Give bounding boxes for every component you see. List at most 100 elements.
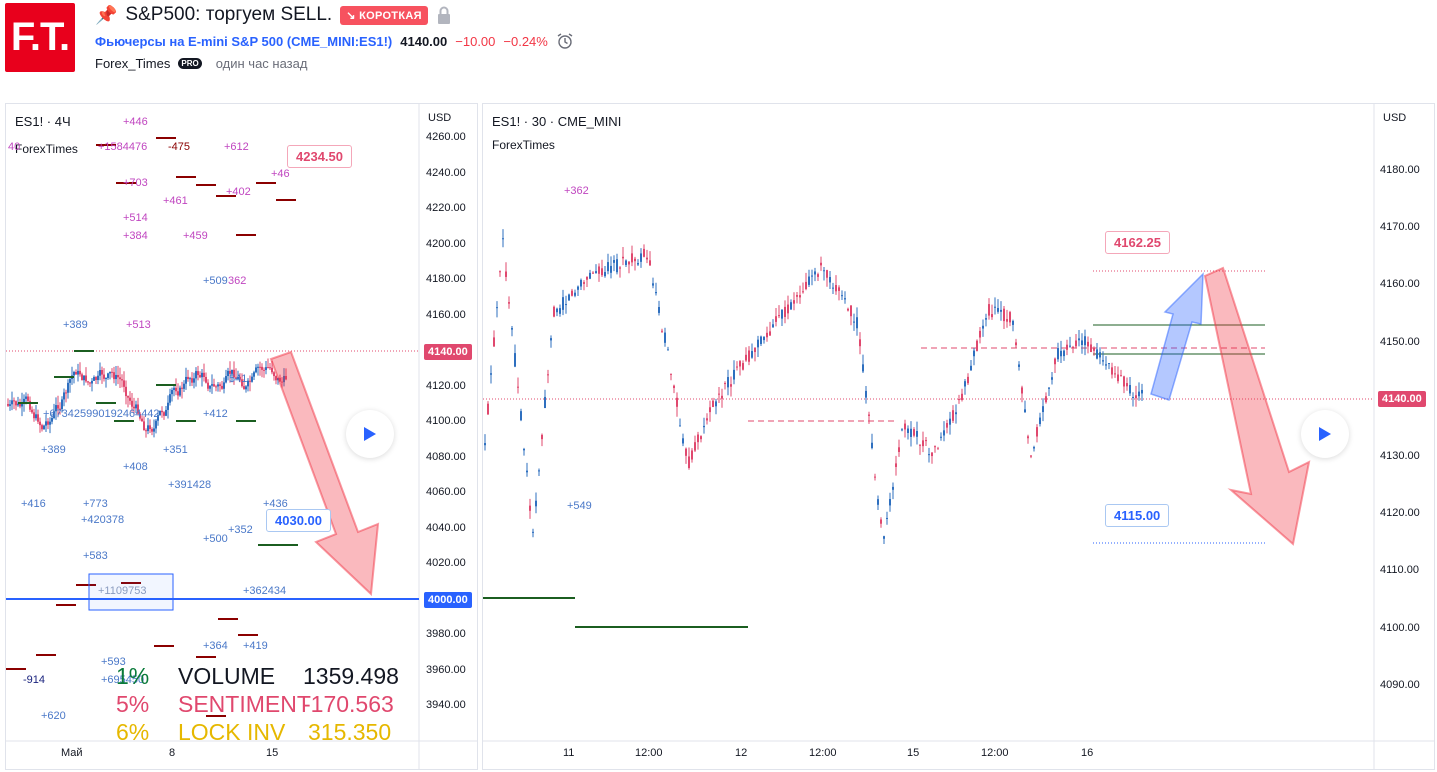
brand-logo[interactable]: F.T. xyxy=(5,3,75,72)
right-candle-body xyxy=(724,383,726,385)
left-annotation: +593 xyxy=(101,656,126,668)
left-candle-body xyxy=(165,409,167,416)
right-candle-body xyxy=(883,536,885,539)
right-candle-body xyxy=(712,400,714,407)
left-candle-body xyxy=(85,375,87,382)
right-chart-canvas[interactable] xyxy=(483,104,1434,769)
left-price-tick: 4260.00 xyxy=(426,131,466,143)
right-candle-body xyxy=(955,412,957,415)
right-candle-body xyxy=(982,325,984,329)
left-callout-low[interactable]: 4030.00 xyxy=(266,509,331,532)
right-candle-body xyxy=(1096,349,1098,359)
left-chart-panel[interactable]: ES1! · 4Ч ForexTimes USD 4260.00 4240.00 4… xyxy=(5,103,478,770)
right-candle-body xyxy=(676,397,678,407)
right-candle-body xyxy=(769,331,771,336)
right-candle-body xyxy=(1069,345,1071,347)
left-chart-canvas[interactable] xyxy=(6,104,477,769)
left-candle-body xyxy=(209,385,211,389)
right-candle-body xyxy=(493,337,495,347)
right-candle-body xyxy=(682,438,684,444)
left-candle-body xyxy=(221,385,223,389)
left-candle-body xyxy=(43,425,45,430)
right-candle-body xyxy=(700,436,702,440)
right-candle-body xyxy=(661,330,663,332)
left-candle-body xyxy=(37,414,39,422)
right-candle-body xyxy=(559,308,561,314)
right-candle-body xyxy=(997,308,999,312)
right-candle-body xyxy=(841,295,843,297)
left-candle-body xyxy=(245,386,247,390)
pin-icon: 📌 xyxy=(95,5,118,25)
left-candle-body xyxy=(35,414,37,419)
left-candle-body xyxy=(99,370,101,376)
left-candle-body xyxy=(13,400,15,402)
pro-badge: PRO xyxy=(178,58,202,69)
left-candle-body xyxy=(233,369,235,378)
right-candle-body xyxy=(670,373,672,375)
right-candle-body xyxy=(754,347,756,353)
symbol-link[interactable]: Фьючерсы на E-mini S&P 500 (CME_MINI:ES1… xyxy=(95,33,393,49)
right-candle-body xyxy=(796,295,798,297)
right-candle-body xyxy=(964,381,966,387)
right-candle-body xyxy=(763,336,765,341)
left-price-tick: 4220.00 xyxy=(426,202,466,214)
right-candle-body xyxy=(673,385,675,389)
left-candle-body xyxy=(15,401,17,406)
right-candle-body xyxy=(1057,348,1059,360)
right-callout-low[interactable]: 4115.00 xyxy=(1105,504,1170,527)
right-candle-body xyxy=(565,304,567,306)
left-candle-body xyxy=(105,378,107,380)
right-candle-body xyxy=(805,281,807,290)
right-time-tick: 12:00 xyxy=(981,747,1009,759)
left-annotation: +500 xyxy=(203,533,228,545)
left-candle-body xyxy=(275,376,277,381)
left-candle-body xyxy=(157,415,159,421)
left-candle-body xyxy=(61,399,63,410)
right-candle-body xyxy=(589,272,591,279)
left-candle-body xyxy=(161,410,163,413)
left-annotation: 541 xyxy=(229,373,248,385)
right-candle-body xyxy=(943,430,945,436)
left-candle-body xyxy=(45,421,47,426)
alarm-clock-icon[interactable] xyxy=(556,32,574,50)
right-candle-body xyxy=(856,317,858,329)
right-candle-body xyxy=(868,414,870,416)
left-price-tick: 3980.00 xyxy=(426,628,466,640)
right-candle-body xyxy=(886,517,888,519)
author-name[interactable]: Forex_Times xyxy=(95,56,171,71)
left-price-tick: 4160.00 xyxy=(426,308,466,321)
right-candle-body xyxy=(853,321,855,323)
right-candle-body xyxy=(820,262,822,266)
left-play-button[interactable] xyxy=(346,410,394,458)
right-candle-body xyxy=(1006,319,1008,322)
right-candle-body xyxy=(958,399,960,401)
right-candle-body xyxy=(1048,387,1050,389)
right-candle-body xyxy=(757,339,759,348)
left-price-tick: 3960.00 xyxy=(426,663,466,676)
right-candle-body xyxy=(772,324,774,328)
right-play-button[interactable] xyxy=(1301,410,1349,458)
left-annotation: +420378 xyxy=(81,514,125,526)
left-candle-body xyxy=(117,374,119,378)
right-candle-body xyxy=(802,291,804,293)
right-candle-body xyxy=(640,253,642,262)
right-callout-high[interactable]: 4162.25 xyxy=(1105,231,1170,254)
left-callout-high[interactable]: 4234.50 xyxy=(287,145,352,168)
right-candle-body xyxy=(742,363,744,370)
right-candle-body xyxy=(928,454,930,456)
left-candle-body xyxy=(111,371,113,373)
right-price-tick: 4160.00 xyxy=(1380,278,1420,291)
right-candle-body xyxy=(949,418,951,425)
right-candle-body xyxy=(502,238,504,240)
right-candle-body xyxy=(766,332,768,338)
left-annotation: +384 xyxy=(123,230,148,242)
right-annotation: +362 xyxy=(564,185,589,197)
left-currency-label: USD xyxy=(428,112,452,124)
left-candle-body xyxy=(265,367,267,370)
right-chart-panel[interactable]: ES1! · 30 · CME_MINI ForexTimes USD 4180… xyxy=(482,103,1435,770)
left-time-tick: 8 xyxy=(169,747,176,759)
short-badge: ↘ КОРОТКАЯ xyxy=(340,5,428,25)
right-candle-body xyxy=(1090,344,1092,353)
right-candle-body xyxy=(1051,377,1053,380)
right-candle-body xyxy=(907,428,909,433)
